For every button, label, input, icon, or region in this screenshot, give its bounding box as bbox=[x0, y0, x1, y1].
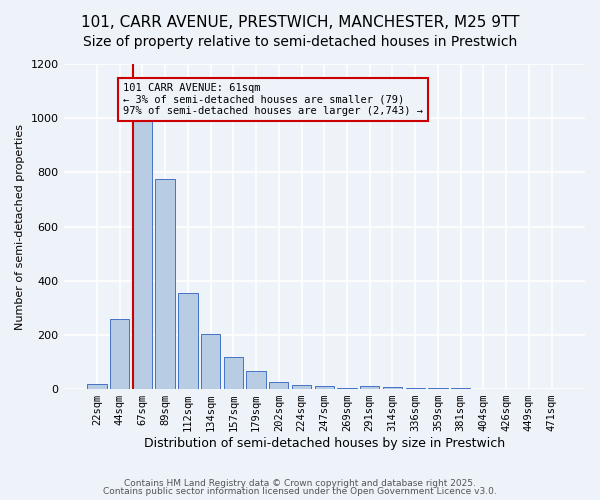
Bar bbox=[87, 384, 107, 389]
Bar bbox=[360, 386, 379, 389]
Text: Size of property relative to semi-detached houses in Prestwich: Size of property relative to semi-detach… bbox=[83, 35, 517, 49]
Text: 101 CARR AVENUE: 61sqm
← 3% of semi-detached houses are smaller (79)
97% of semi: 101 CARR AVENUE: 61sqm ← 3% of semi-deta… bbox=[123, 83, 423, 116]
Text: Contains HM Land Registry data © Crown copyright and database right 2025.: Contains HM Land Registry data © Crown c… bbox=[124, 478, 476, 488]
Bar bbox=[383, 387, 402, 389]
Bar bbox=[155, 179, 175, 389]
Bar bbox=[314, 386, 334, 389]
Text: 101, CARR AVENUE, PRESTWICH, MANCHESTER, M25 9TT: 101, CARR AVENUE, PRESTWICH, MANCHESTER,… bbox=[81, 15, 519, 30]
Bar bbox=[406, 388, 425, 389]
Bar bbox=[110, 318, 130, 389]
Bar bbox=[474, 388, 493, 389]
Bar bbox=[337, 388, 356, 389]
Bar bbox=[292, 385, 311, 389]
Bar bbox=[178, 293, 197, 389]
Bar bbox=[451, 388, 470, 389]
Bar bbox=[269, 382, 289, 389]
Bar bbox=[224, 356, 243, 389]
Bar bbox=[133, 121, 152, 389]
Bar bbox=[247, 372, 266, 389]
Bar bbox=[201, 334, 220, 389]
X-axis label: Distribution of semi-detached houses by size in Prestwich: Distribution of semi-detached houses by … bbox=[144, 437, 505, 450]
Bar bbox=[428, 388, 448, 389]
Text: Contains public sector information licensed under the Open Government Licence v3: Contains public sector information licen… bbox=[103, 487, 497, 496]
Y-axis label: Number of semi-detached properties: Number of semi-detached properties bbox=[15, 124, 25, 330]
